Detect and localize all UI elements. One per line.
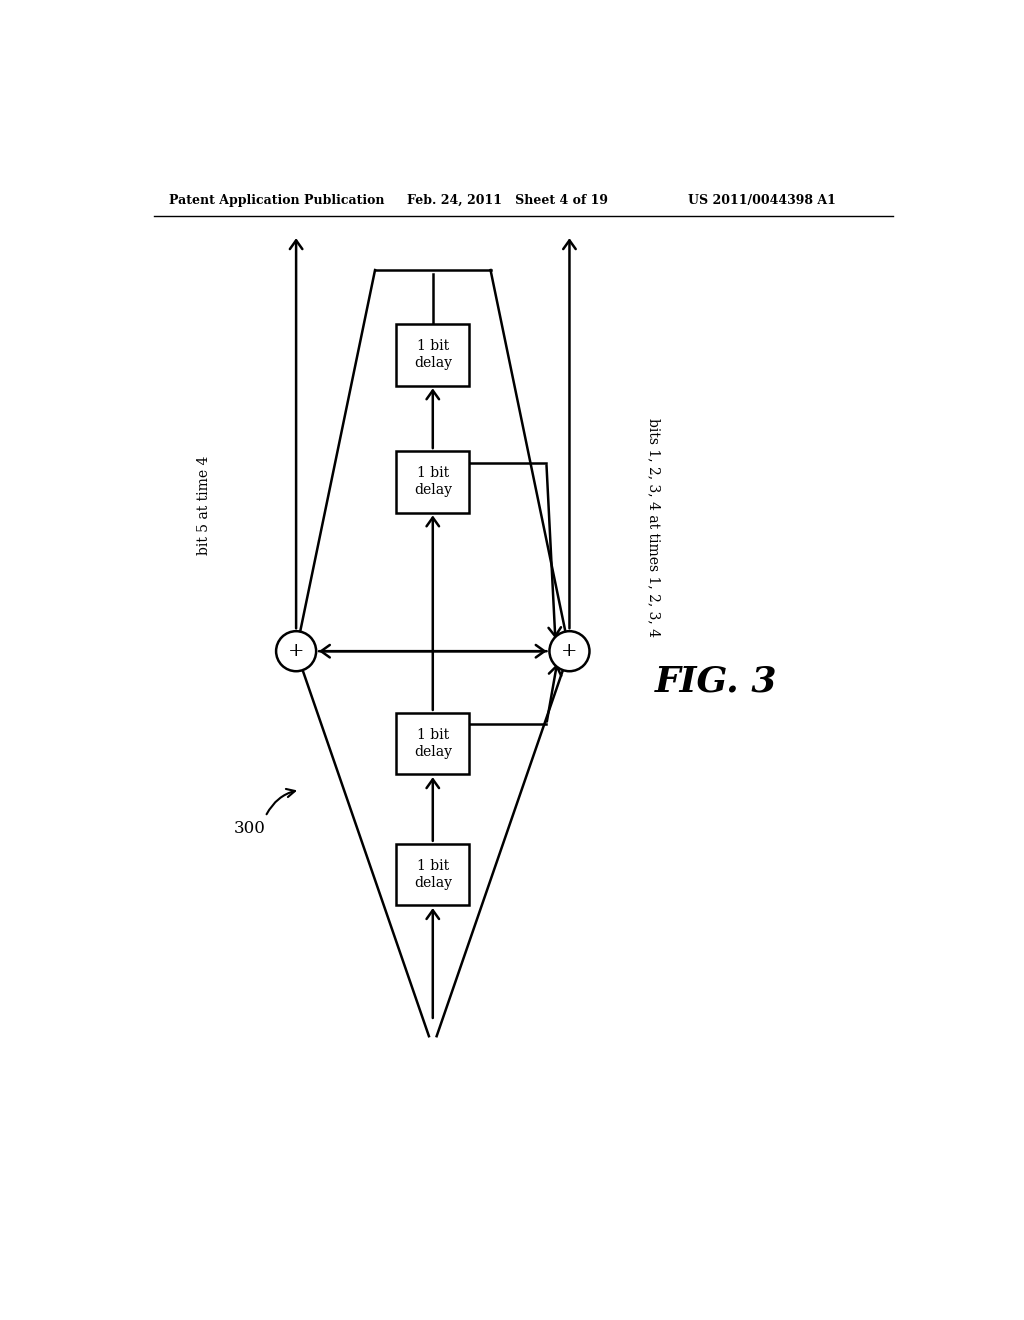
- Text: bit 5 at time 4: bit 5 at time 4: [197, 455, 211, 554]
- Text: 1 bit
delay: 1 bit delay: [414, 859, 452, 890]
- Text: 1 bit
delay: 1 bit delay: [414, 466, 452, 498]
- Text: +: +: [561, 643, 578, 660]
- Bar: [396, 323, 469, 385]
- Text: 1 bit
delay: 1 bit delay: [414, 727, 452, 759]
- Text: 1 bit
delay: 1 bit delay: [414, 339, 452, 371]
- Circle shape: [550, 631, 590, 671]
- Text: 300: 300: [233, 820, 266, 837]
- Bar: [396, 713, 469, 775]
- Bar: [396, 843, 469, 906]
- Bar: [396, 451, 469, 512]
- Text: Feb. 24, 2011   Sheet 4 of 19: Feb. 24, 2011 Sheet 4 of 19: [408, 194, 608, 207]
- Text: Patent Application Publication: Patent Application Publication: [169, 194, 385, 207]
- Text: US 2011/0044398 A1: US 2011/0044398 A1: [688, 194, 836, 207]
- Circle shape: [276, 631, 316, 671]
- Text: FIG. 3: FIG. 3: [654, 665, 777, 700]
- Text: bits 1, 2, 3, 4 at times 1, 2, 3, 4: bits 1, 2, 3, 4 at times 1, 2, 3, 4: [647, 418, 662, 638]
- Text: +: +: [288, 643, 304, 660]
